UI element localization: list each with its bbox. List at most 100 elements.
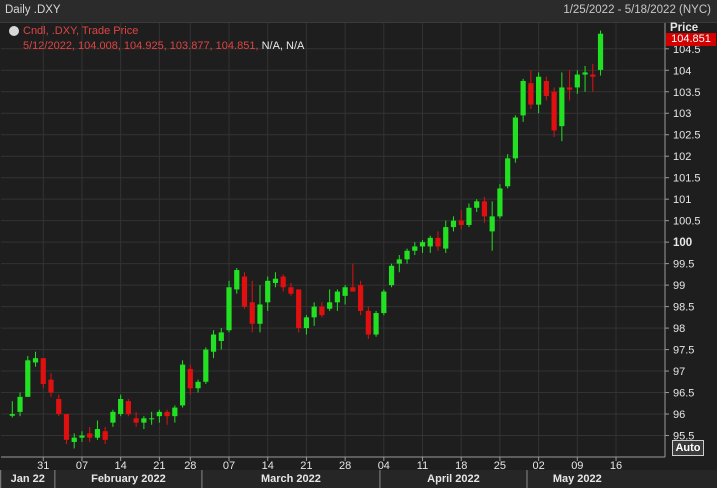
candle-body: [450, 220, 457, 228]
candle-body: [512, 117, 518, 159]
legend-series: Cndl, .DXY, Trade Price: [23, 25, 139, 37]
month-band: [0, 470, 717, 488]
candle-body: [311, 306, 317, 318]
month-label: February 2022: [91, 473, 166, 485]
auto-scale-button[interactable]: Auto: [672, 440, 704, 456]
time-tick-label: 21: [300, 460, 312, 472]
price-tick-label: 99: [673, 280, 685, 292]
candle-body: [203, 349, 209, 382]
candle-body: [388, 265, 395, 286]
candle-body: [520, 81, 526, 116]
candle-body: [48, 379, 54, 393]
candle-body: [358, 285, 364, 311]
candle-body: [79, 435, 85, 438]
candle-body: [94, 429, 101, 438]
price-axis: 95.5 96 96.5 97 97.5 98 98.5 99 99.5 100 100.5 101 1…: [664, 23, 701, 457]
month-label: May 2022: [553, 473, 602, 485]
candle-body: [303, 317, 310, 329]
time-tick-label: 28: [339, 460, 351, 472]
candle-body: [156, 411, 162, 417]
candle-body: [381, 291, 387, 314]
candle-body: [427, 237, 433, 247]
candle-body: [443, 227, 449, 249]
candle-body: [280, 276, 286, 288]
candle-body: [118, 398, 124, 415]
candle-body: [87, 433, 93, 438]
candle-body: [234, 270, 240, 290]
candle-series: [9, 30, 604, 449]
price-tick-label: 101: [673, 194, 691, 206]
candle-body: [56, 398, 62, 415]
candle-body: [334, 291, 340, 303]
time-tick-label: 18: [455, 460, 467, 472]
date-range: 1/25/2022 - 5/18/2022 (NYC): [563, 4, 711, 16]
candle-body: [210, 334, 217, 352]
candle-body: [187, 368, 193, 389]
candle-body: [265, 280, 271, 303]
candle-body: [241, 276, 248, 307]
legend-na: N/A, N/A: [261, 40, 305, 52]
price-tick-label: 102.5: [673, 130, 701, 142]
price-tick-label: 103.5: [673, 87, 701, 99]
price-tick-label: 98.5: [673, 302, 694, 314]
candle-body: [528, 83, 534, 105]
time-tick-label: 21: [153, 460, 165, 472]
candle-body: [559, 87, 565, 127]
last-price-tag: 104.851: [666, 33, 716, 46]
time-tick-label: 02: [532, 460, 544, 472]
price-tick-label: 99.5: [673, 259, 694, 271]
candle-body: [296, 289, 302, 329]
candle-body: [582, 72, 588, 75]
legend-ohlc-values: 5/12/2022, 104.008, 104.925, 103.877, 10…: [23, 40, 259, 52]
candle-body: [419, 242, 426, 247]
candle-body: [365, 310, 371, 335]
candle-body: [597, 33, 604, 70]
candle-body: [218, 332, 224, 341]
candle-body: [149, 418, 155, 420]
candle-body: [551, 91, 557, 131]
candle-body: [133, 418, 139, 423]
candle-body: [164, 411, 170, 417]
candle-body: [350, 287, 356, 292]
candle-body: [474, 201, 480, 208]
candle-body: [63, 414, 70, 440]
time-tick-label: 16: [610, 460, 622, 472]
price-tick-label: 97.5: [673, 345, 694, 357]
candle-body: [226, 287, 232, 331]
price-tick-label: 102: [673, 151, 691, 163]
candle-body: [466, 207, 472, 225]
time-tick-label: 25: [494, 460, 506, 472]
candle-body: [373, 313, 379, 335]
candle-body: [481, 201, 488, 217]
candle-body: [40, 358, 46, 384]
candle-body: [9, 414, 15, 416]
price-tick-label: 101.5: [673, 173, 701, 185]
candle-body: [102, 431, 108, 440]
candle-body: [489, 216, 495, 232]
price-tick-label: 104.5: [673, 44, 701, 56]
legend-settings-icon[interactable]: [9, 26, 19, 36]
candle-body: [272, 278, 279, 283]
chart-title: Daily .DXY: [5, 4, 61, 16]
candle-body: [497, 188, 503, 217]
price-tick-label: 96.5: [673, 388, 694, 400]
price-tick-label: 98: [673, 323, 685, 335]
price-tick-label: 95.5: [673, 431, 694, 443]
time-tick-label: 14: [115, 460, 127, 472]
grid-lines: [1, 23, 665, 457]
candle-body: [141, 418, 147, 423]
candle-body: [25, 360, 31, 397]
time-tick-label: 11: [417, 460, 428, 472]
candle-body: [327, 302, 333, 309]
candle-body: [574, 74, 580, 88]
candle-body: [110, 411, 116, 423]
candle-body: [319, 306, 325, 316]
candle-body: [536, 76, 542, 105]
candle-body: [404, 250, 410, 260]
month-label: March 2022: [261, 473, 321, 485]
candle-body: [590, 74, 596, 77]
time-tick-label: 07: [76, 460, 88, 472]
price-tick-label: 103: [673, 108, 691, 120]
candle-body: [543, 81, 549, 97]
